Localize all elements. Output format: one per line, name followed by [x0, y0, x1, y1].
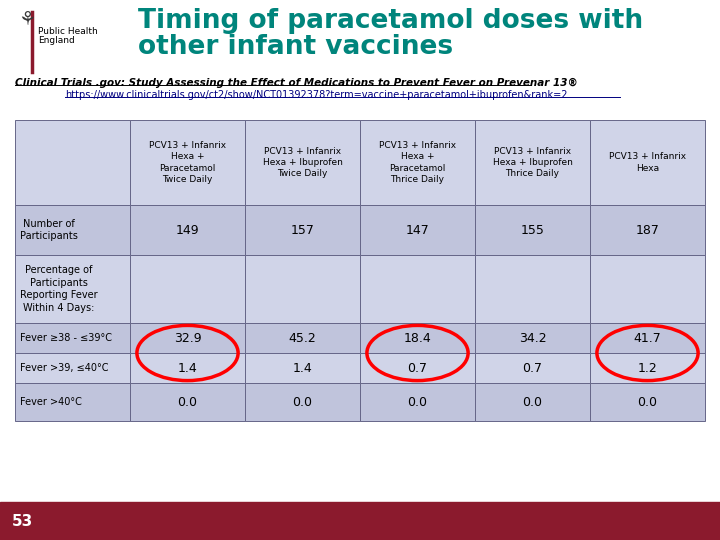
- Bar: [15, 255, 130, 323]
- Bar: [130, 205, 245, 255]
- Text: 187: 187: [636, 224, 660, 237]
- Bar: [245, 323, 360, 353]
- Bar: [15, 323, 130, 353]
- Bar: [590, 383, 705, 421]
- Text: 45.2: 45.2: [289, 332, 316, 345]
- Text: 0.0: 0.0: [178, 395, 197, 408]
- Text: 157: 157: [291, 224, 315, 237]
- Text: PCV13 + Infanrix
Hexa: PCV13 + Infanrix Hexa: [609, 152, 686, 173]
- Bar: [590, 255, 705, 323]
- Bar: [475, 255, 590, 323]
- Bar: [590, 120, 705, 205]
- Bar: [475, 353, 590, 383]
- Text: Percentage of
Participants
Reporting Fever
Within 4 Days:: Percentage of Participants Reporting Fev…: [20, 265, 98, 313]
- Bar: [0, 502, 720, 540]
- Text: 0.7: 0.7: [408, 361, 428, 375]
- Bar: [130, 323, 245, 353]
- Text: 0.0: 0.0: [637, 395, 657, 408]
- Bar: [15, 383, 130, 421]
- Text: ⚘: ⚘: [18, 10, 35, 29]
- Text: England: England: [38, 36, 75, 45]
- Text: Fever ≥38 - ≤39°C: Fever ≥38 - ≤39°C: [20, 333, 112, 343]
- Bar: [475, 383, 590, 421]
- Text: 18.4: 18.4: [404, 332, 431, 345]
- Text: Fever >40°C: Fever >40°C: [20, 397, 82, 407]
- Bar: [590, 323, 705, 353]
- Bar: [360, 120, 475, 205]
- Bar: [15, 205, 130, 255]
- Bar: [360, 323, 475, 353]
- Bar: [130, 255, 245, 323]
- Text: Fever >39, ≤40°C: Fever >39, ≤40°C: [20, 363, 109, 373]
- Bar: [130, 120, 245, 205]
- Bar: [130, 383, 245, 421]
- Text: 1.4: 1.4: [292, 361, 312, 375]
- Bar: [360, 383, 475, 421]
- Bar: [245, 205, 360, 255]
- Text: Clinical Trials .gov: Study Assessing the Effect of Medications to Prevent Fever: Clinical Trials .gov: Study Assessing th…: [15, 78, 578, 88]
- Bar: [590, 205, 705, 255]
- Bar: [360, 353, 475, 383]
- Text: 1.2: 1.2: [638, 361, 657, 375]
- Text: 155: 155: [521, 224, 544, 237]
- Text: 149: 149: [176, 224, 199, 237]
- Text: Number of
Participants: Number of Participants: [20, 219, 78, 241]
- Bar: [360, 205, 475, 255]
- Bar: [245, 120, 360, 205]
- Bar: [475, 323, 590, 353]
- Bar: [15, 120, 130, 205]
- Text: 147: 147: [405, 224, 429, 237]
- Bar: [360, 255, 475, 323]
- Text: Public Health: Public Health: [38, 27, 98, 36]
- Text: PCV13 + Infanrix
Hexa +
Paracetamol
Thrice Daily: PCV13 + Infanrix Hexa + Paracetamol Thri…: [379, 141, 456, 184]
- Text: 1.4: 1.4: [178, 361, 197, 375]
- Bar: [130, 353, 245, 383]
- Text: 41.7: 41.7: [634, 332, 662, 345]
- Bar: [245, 353, 360, 383]
- Bar: [475, 120, 590, 205]
- Bar: [245, 383, 360, 421]
- Text: 0.0: 0.0: [292, 395, 312, 408]
- Text: https://www.clinicaltrials.gov/ct2/show/NCT01392378?term=vaccine+paracetamol+ibu: https://www.clinicaltrials.gov/ct2/show/…: [65, 90, 567, 100]
- Text: PCV13 + Infanrix
Hexa +
Paracetamol
Twice Daily: PCV13 + Infanrix Hexa + Paracetamol Twic…: [149, 141, 226, 184]
- Bar: [475, 205, 590, 255]
- Bar: [590, 353, 705, 383]
- Text: 53: 53: [12, 514, 33, 529]
- Text: 34.2: 34.2: [518, 332, 546, 345]
- Text: PCV13 + Infanrix
Hexa + Ibuprofen
Twice Daily: PCV13 + Infanrix Hexa + Ibuprofen Twice …: [263, 147, 343, 178]
- Bar: [15, 353, 130, 383]
- Text: Timing of paracetamol doses with: Timing of paracetamol doses with: [138, 8, 643, 34]
- Text: 0.0: 0.0: [408, 395, 428, 408]
- Bar: [245, 255, 360, 323]
- Text: 32.9: 32.9: [174, 332, 202, 345]
- Text: 0.0: 0.0: [523, 395, 542, 408]
- Text: other infant vaccines: other infant vaccines: [138, 34, 453, 60]
- Text: 0.7: 0.7: [523, 361, 542, 375]
- Text: PCV13 + Infanrix
Hexa + Ibuprofen
Thrice Daily: PCV13 + Infanrix Hexa + Ibuprofen Thrice…: [492, 147, 572, 178]
